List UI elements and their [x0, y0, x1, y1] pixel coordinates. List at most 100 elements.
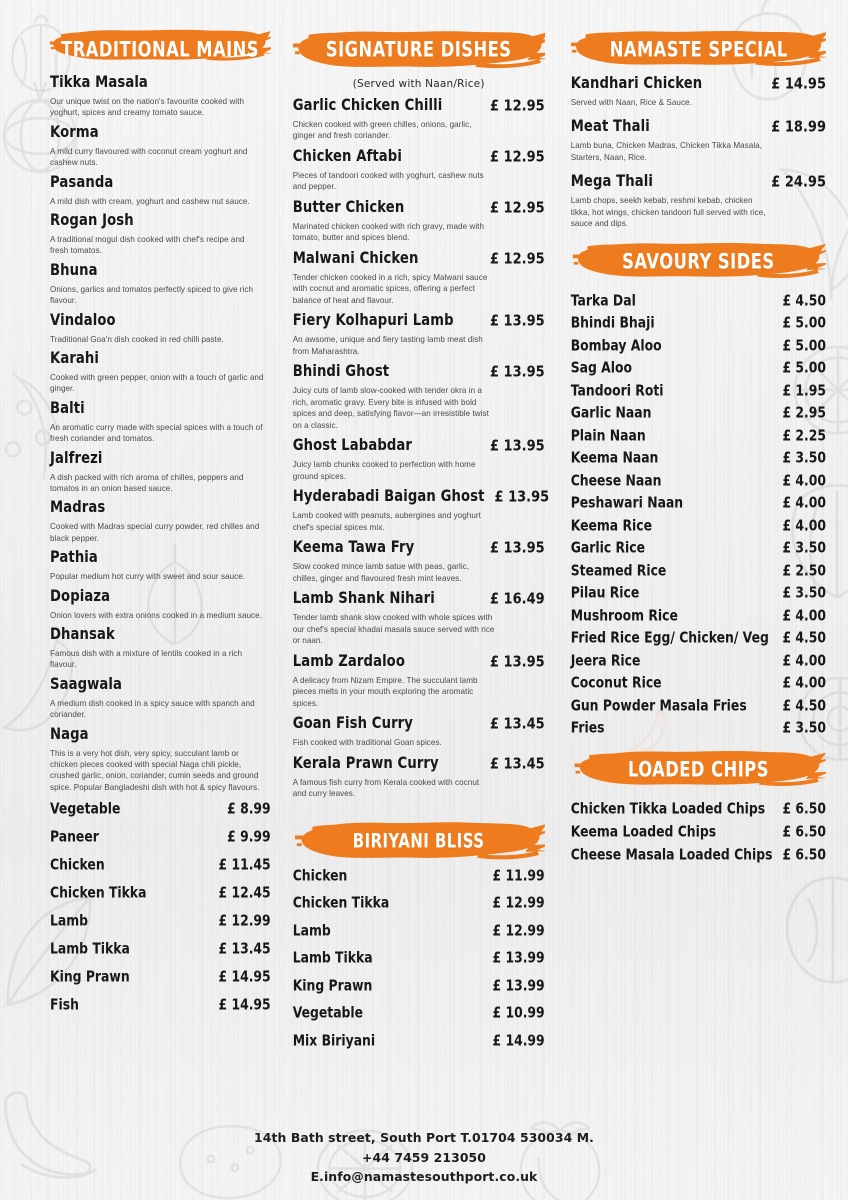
- dish-price: £ 12.95: [489, 97, 545, 115]
- column-namaste-special: NAMASTE SPECIAL Kandhari Chicken £ 14.95…: [553, 28, 834, 1200]
- dish-name: Pasanda: [50, 173, 114, 192]
- price-row: Peshawari Naan £ 4.00: [571, 493, 826, 512]
- price-row-price: £ 14.95: [218, 995, 271, 1014]
- price-row-name: Paneer: [50, 827, 99, 846]
- price-row: Keema Rice £ 4.00: [571, 516, 826, 534]
- brush-stroke-shape: [570, 31, 826, 66]
- price-row-price: £ 12.99: [492, 893, 545, 912]
- price-row-price: £ 4.00: [782, 651, 826, 669]
- dish-description: A delicacy from Nizam Empire. The succul…: [292, 675, 478, 708]
- price-row-name: King Prawn: [50, 967, 130, 986]
- price-row: Cheese Naan £ 4.00: [571, 471, 826, 489]
- dish-item: Keema Tawa Fry £ 13.95 Slow cooked mince…: [293, 539, 545, 584]
- dish-name: Kerala Prawn Curry: [292, 754, 439, 773]
- price-row-name: Vegetable: [292, 1003, 364, 1022]
- dish-name: Naga: [50, 725, 89, 744]
- dish-price: £ 13.45: [489, 754, 545, 773]
- price-row-price: £ 2.25: [782, 426, 826, 444]
- price-row-name: Lamb: [292, 920, 331, 939]
- brush-stroke-shape: [50, 29, 271, 61]
- price-row: Tandoori Roti £ 1.95: [570, 380, 826, 399]
- dish-item: Pathia Popular medium hot curry with swe…: [50, 550, 271, 582]
- dish-price: £ 16.49: [489, 590, 545, 609]
- price-row: Jeera Rice £ 4.00: [570, 650, 826, 669]
- dish-item: Madras Cooked with Madras special curry …: [50, 500, 271, 544]
- dish-description: A mild curry flavoured with coconut crea…: [50, 146, 248, 168]
- dish-name: Kandhari Chicken: [570, 75, 703, 94]
- price-row-price: £ 12.99: [218, 911, 271, 930]
- dish-item: Goan Fish Curry £ 13.45 Fish cooked with…: [292, 715, 545, 748]
- price-row-price: £ 11.99: [492, 865, 545, 884]
- price-row-name: Chicken Tikka: [50, 883, 147, 902]
- banner-biriyani-bliss: BIRIYANI BLISS: [293, 819, 545, 863]
- price-row: Sag Aloo £ 5.00: [571, 358, 826, 376]
- price-row-name: Cheese Masala Loaded Chips: [570, 845, 773, 864]
- price-row-price: £ 10.99: [492, 1003, 545, 1022]
- column-signature-dishes: SIGNATURE DISHES (Served with Naan/Rice)…: [285, 28, 553, 1200]
- dish-name: Rogan Josh: [50, 212, 134, 231]
- price-row-price: £ 6.50: [782, 822, 826, 841]
- dish-description: Fish cooked with traditional Goan spices…: [292, 738, 442, 748]
- dish-name: Lamb Zardaloo: [292, 652, 406, 671]
- banner-title: SAVOURY SIDES: [622, 249, 775, 275]
- price-row: Chicken £ 11.99: [292, 865, 545, 884]
- dish-name: Bhuna: [50, 261, 98, 280]
- dish-item: Lamb Zardaloo £ 13.95 A delicacy from Ni…: [292, 652, 545, 709]
- dish-description: This is a very hot dish, very spicy, suc…: [50, 748, 260, 792]
- price-row: Coconut Rice £ 4.00: [571, 673, 826, 692]
- price-row-name: Jeera Rice: [570, 650, 641, 669]
- dish-name: Chicken Aftabi: [292, 147, 402, 166]
- dish-price: £ 13.95: [489, 437, 545, 456]
- banner-savoury-sides: SAVOURY SIDES: [571, 240, 826, 284]
- price-row-name: Chicken: [292, 865, 348, 884]
- column-traditional-mains: TRADITIONAL MAINS Tikka Masala Our uniqu…: [14, 28, 285, 1200]
- dish-name: Ghost Lababdar: [292, 437, 413, 456]
- dish-item: Mega Thali £ 24.95 Lamb chops, seekh keb…: [571, 174, 826, 229]
- banner-title: BIRIYANI BLISS: [352, 829, 485, 853]
- dish-description: Pieces of tandoori cooked with yoghurt, …: [292, 170, 484, 192]
- price-row-price: £ 11.45: [218, 855, 271, 874]
- price-row: Fried Rice Egg/ Chicken/ Veg £ 4.50: [570, 628, 826, 647]
- price-row-price: £ 4.00: [782, 493, 826, 512]
- price-row-price: £ 3.50: [782, 718, 826, 737]
- dish-description: A traditional mogul dish cooked with che…: [50, 234, 245, 256]
- price-row: Garlic Naan £ 2.95: [571, 403, 826, 421]
- price-row-price: £ 14.95: [218, 967, 271, 986]
- price-row: Mushroom Rice £ 4.00: [571, 606, 826, 624]
- loaded-chips-price-list: Chicken Tikka Loaded Chips £ 6.50 Keema …: [570, 799, 826, 864]
- price-row-name: Chicken Tikka: [292, 893, 390, 912]
- price-row-name: Plain Naan: [570, 425, 646, 444]
- price-row: Fries £ 3.50: [571, 718, 826, 737]
- dish-item: Kandhari Chicken £ 14.95 Served with Naa…: [570, 75, 826, 108]
- dish-item: Naga This is a very hot dish, very spicy…: [50, 725, 271, 794]
- price-row-name: Gun Powder Masala Fries: [570, 695, 747, 714]
- dish-price: £ 13.95: [489, 539, 545, 558]
- dish-item: Bhindi Ghost £ 13.95 Juicy cuts of lamb …: [293, 364, 545, 431]
- dish-name: Karahi: [50, 350, 100, 369]
- dish-description: A dish packed with rich aroma of chilles…: [50, 472, 244, 493]
- price-row-name: Tarka Dal: [570, 290, 636, 309]
- dish-name: Korma: [50, 123, 99, 142]
- banner-namaste-special: NAMASTE SPECIAL: [570, 28, 826, 72]
- price-row-name: Fish: [50, 995, 79, 1014]
- dish-name: Lamb Shank Nihari: [292, 590, 435, 609]
- price-row-price: £ 9.99: [227, 827, 271, 846]
- dish-item: Dhansak Famous dish with a mixture of le…: [50, 627, 271, 671]
- price-row-price: £ 13.99: [492, 975, 545, 994]
- banner-title: SIGNATURE DISHES: [325, 37, 512, 63]
- price-row-price: £ 3.50: [782, 583, 826, 602]
- price-row-price: £ 4.00: [782, 673, 826, 692]
- traditional-mains-price-list: Vegetable £ 8.99 Paneer £ 9.99 Chicken £…: [50, 799, 271, 1014]
- dish-description: Popular medium hot curry with sweet and …: [50, 572, 246, 582]
- price-row-name: Tandoori Roti: [570, 380, 664, 399]
- dish-price: £ 12.95: [489, 148, 545, 166]
- dish-item: Tikka Masala Our unique twist on the nat…: [50, 75, 271, 119]
- price-row-price: £ 3.50: [782, 538, 826, 557]
- namaste-special-dish-list: Kandhari Chicken £ 14.95 Served with Naa…: [570, 75, 826, 230]
- price-row: Lamb Tikka £ 13.45: [50, 939, 271, 957]
- dish-description: Tender lamb shank slow cooked with whole…: [292, 613, 495, 646]
- price-row: Chicken Tikka Loaded Chips £ 6.50: [571, 799, 826, 817]
- price-row-name: Fried Rice Egg/ Chicken/ Veg: [570, 628, 769, 647]
- dish-item: Garlic Chicken Chilli £ 12.95 Chicken co…: [293, 97, 545, 142]
